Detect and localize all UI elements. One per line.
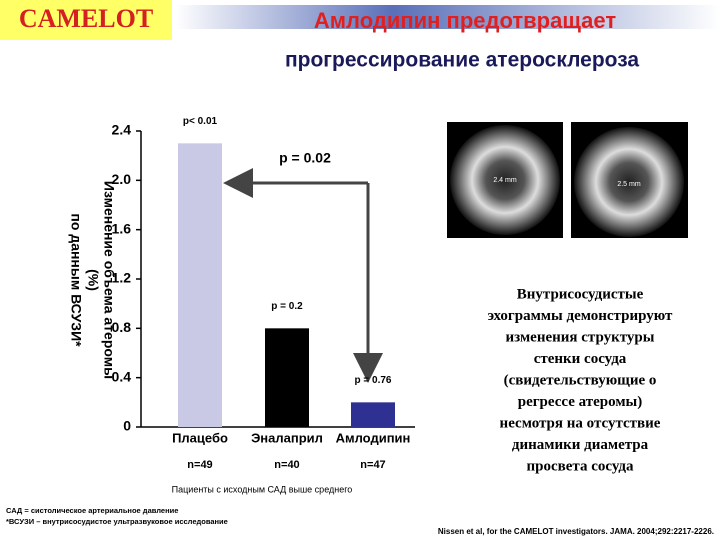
p-value: p = 0.76 [355, 375, 392, 386]
y-axis-label: по данным ВСУЗИ* [68, 213, 84, 347]
description-line: Внутрисосудистые [517, 286, 644, 302]
description-line: просвета сосуда [527, 458, 634, 474]
description-line: стенки сосуда [534, 351, 627, 367]
echogram-ring [450, 125, 560, 235]
note: Пациенты с исходным САД выше среднего [172, 484, 353, 494]
y-tick-label: 0.4 [112, 368, 132, 384]
image-label: 2.5 mm [617, 181, 641, 188]
footnote: *ВСУЗИ – внутрисосудистое ультразвуковое… [6, 517, 228, 526]
logo: CAMELOT [19, 4, 153, 33]
y-tick-label: 1.6 [112, 220, 132, 236]
p-value: p< 0.01 [183, 116, 218, 127]
description: Внутрисосудистые эхограммы демонстрируют и… [488, 286, 673, 474]
footnote: САД = систолическое артериальное давлени… [6, 506, 178, 515]
citation: Nissen et al, for the CAMELOT investigat… [438, 527, 714, 536]
y-tick-label: 2.0 [112, 171, 132, 187]
x-tick-label: Плацебо [172, 430, 228, 445]
bar [265, 328, 309, 427]
y-tick-label: 0 [123, 418, 131, 434]
n-label: n=47 [360, 459, 385, 471]
echogram-ring [574, 127, 684, 237]
p-value: p = 0.2 [271, 301, 303, 312]
description-line: динамики диаметра [512, 437, 649, 453]
y-tick-label: 0.8 [112, 319, 132, 335]
n-label: n=40 [274, 459, 299, 471]
n-label: n=49 [187, 459, 212, 471]
logo-box [0, 0, 172, 40]
x-tick-label: Эналаприл [251, 430, 323, 445]
y-axis-label: Изменение объема атеромы [101, 181, 117, 379]
description-line: регрессе атеромы) [518, 394, 643, 410]
description-line: (свидетельствующие о [504, 372, 657, 388]
title: прогрессирование атеросклероза [285, 49, 639, 72]
bar [178, 143, 222, 428]
y-axis-label: (%) [85, 269, 101, 291]
description-line: несмотря на отсутствие [500, 415, 661, 431]
comparison-p: p = 0.02 [279, 150, 331, 166]
bar [351, 402, 395, 427]
title: Амлодипин предотвращает [314, 8, 617, 33]
image-label: 2.4 mm [493, 177, 517, 184]
y-tick-label: 1.2 [112, 270, 132, 286]
description-line: изменения структуры [505, 329, 654, 345]
y-tick-label: 2.4 [112, 122, 132, 138]
x-tick-label: Амлодипин [336, 430, 411, 445]
title-band [175, 5, 720, 29]
description-line: эхограммы демонстрируют [488, 308, 673, 324]
